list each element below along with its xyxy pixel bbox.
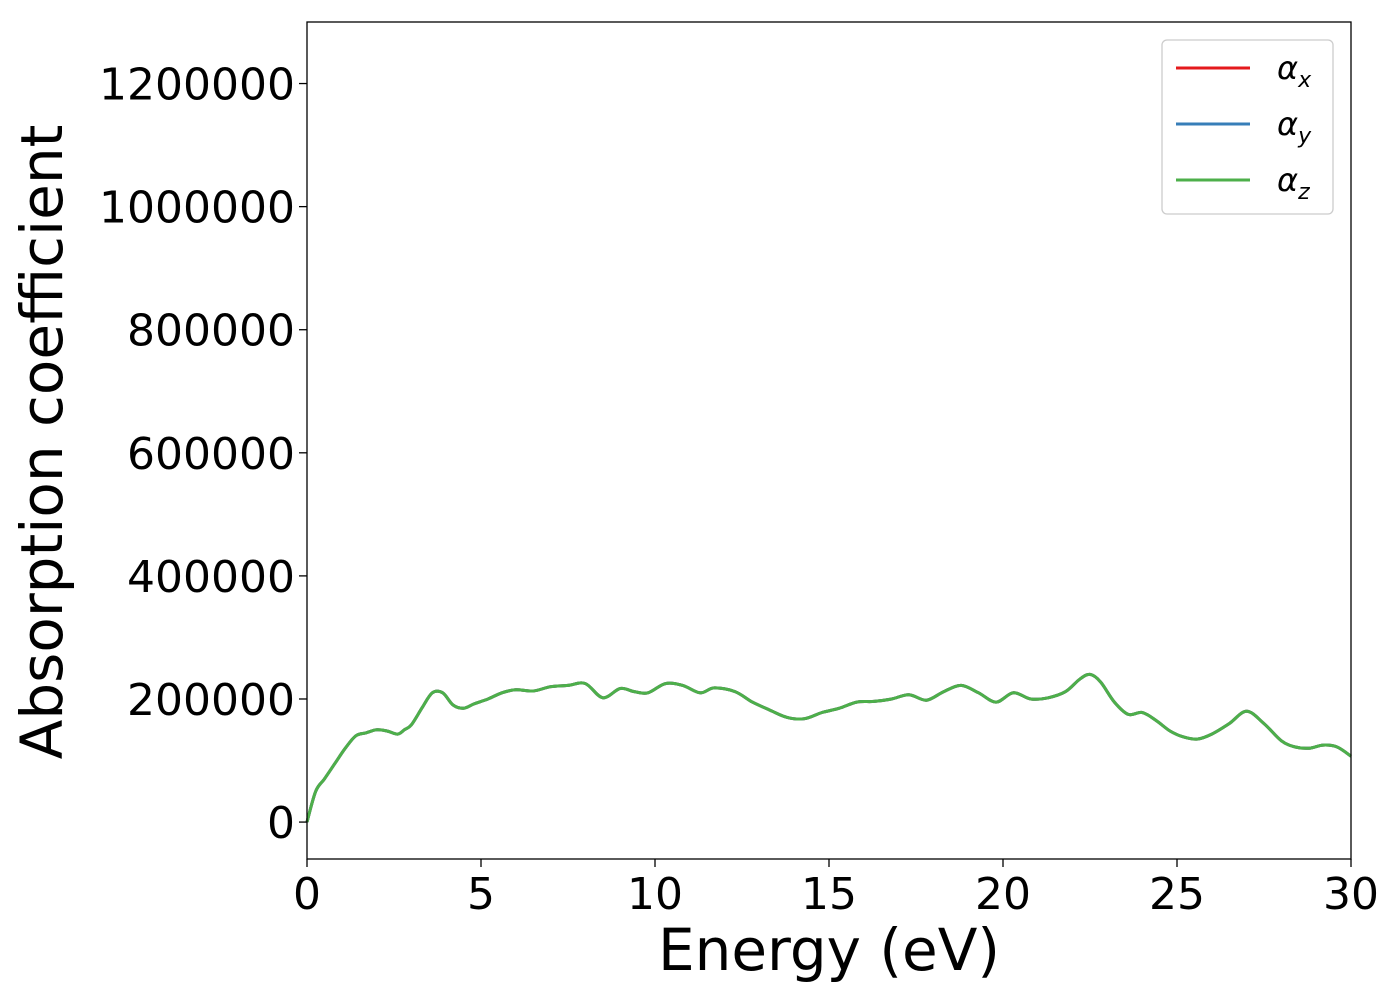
y-tick-label: 1000000 <box>99 183 295 234</box>
y-tick-label: 0 <box>267 798 295 849</box>
legend: αx αy αz <box>1161 39 1334 215</box>
x-tick-label: 25 <box>1149 869 1205 920</box>
legend-label-alpha-x: αx <box>1277 49 1312 93</box>
legend-label-alpha-y: αy <box>1277 105 1312 149</box>
x-tick-label: 10 <box>627 869 683 920</box>
y-axis-label: Absorption coefficient <box>8 125 76 760</box>
x-tick-label: 30 <box>1323 869 1379 920</box>
x-tick-label: 15 <box>801 869 857 920</box>
y-tick-label: 400000 <box>127 552 295 603</box>
x-axis: 0 5 10 15 20 25 30 <box>293 859 1379 920</box>
series-line-alpha-z <box>305 672 1352 823</box>
y-tick-label: 600000 <box>127 429 295 480</box>
legend-label-alpha-z: αz <box>1277 161 1310 205</box>
y-axis: 0 200000 400000 600000 800000 1000000 1200000 <box>99 60 307 849</box>
y-tick-label: 200000 <box>127 675 295 726</box>
legend-box <box>1161 39 1334 215</box>
y-tick-label: 800000 <box>127 306 295 357</box>
y-tick-label: 1200000 <box>99 60 295 111</box>
x-tick-label: 0 <box>293 869 321 920</box>
x-axis-label: Energy (eV) <box>658 916 1000 984</box>
x-tick-label: 20 <box>975 869 1031 920</box>
x-tick-label: 5 <box>467 869 495 920</box>
series-layer <box>305 672 1352 823</box>
